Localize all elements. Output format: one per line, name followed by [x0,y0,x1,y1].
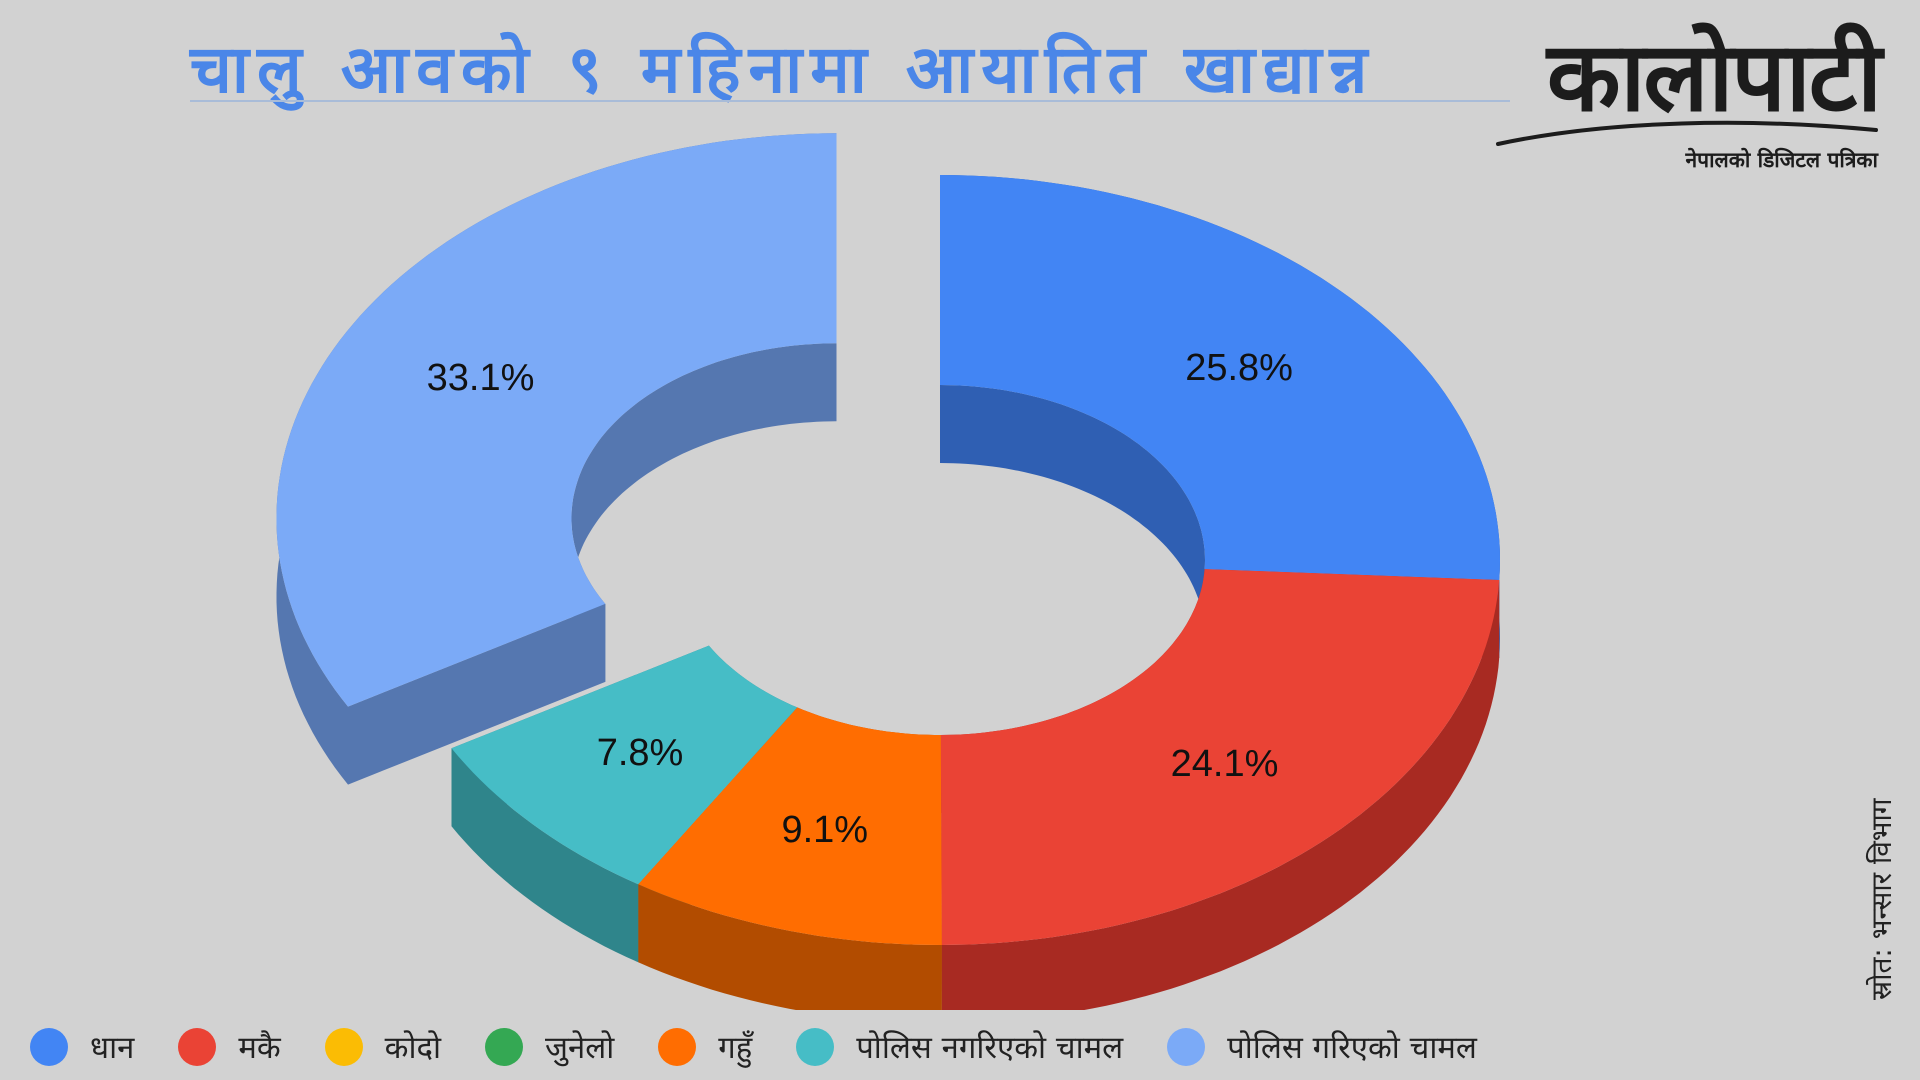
logo-swoosh-icon [1496,120,1878,146]
slice-मकै [940,569,1500,945]
legend-swatch-icon [178,1028,217,1066]
legend-label: जुनेलो [545,1030,615,1066]
donut-chart: 25.8% 24.1% 9.1% 7.8% 33.1% [276,133,1500,1010]
source-note: स्रोत: भन्सार विभाग [1865,798,1898,1000]
legend-label: धान [90,1030,135,1066]
legend-swatch-icon [485,1028,523,1066]
slice-outer-wall-गहुँ [638,884,942,1010]
legend-label: कोदो [384,1030,441,1066]
slice-inner-wall-धान [940,385,1205,648]
legend-label: पोलिस नगरिएको चामल [856,1030,1124,1066]
slice-outer-wall-पोलिस-नगरिएको-चामल [451,748,639,963]
legend-label: गहुँ [718,1030,753,1066]
legend-item-पोलिस-नगरिएको-चामल[interactable]: पोलिस नगरिएको चामल [796,1026,1123,1068]
data-label-पोलिस-नगरिएको-चामल: 7.8% [597,732,684,774]
slice-गहुँ [638,707,942,945]
data-label-धान: 25.8% [1185,347,1293,389]
slice-inner-wall-पोलिस-गरिएको-चामल [571,343,837,682]
legend-swatch-icon [658,1028,697,1066]
chart-title: चालु आवको ९ महिनामा आयातित खाद्यान्न [190,31,1376,108]
slice-पोलिस-नगरिएको-चामल [451,645,798,885]
legend-label: पोलिस गरिएको चामल [1227,1030,1477,1066]
legend-swatch-icon [324,1028,363,1066]
chart-data-labels: 25.8% 24.1% 9.1% 7.8% 33.1% [427,347,1293,851]
legend-item-कोदो[interactable]: कोदो [324,1026,441,1068]
brand-logo: कालोपाटी नेपालको डिजिटल पत्रिका [1490,8,1890,178]
legend-item-मकै[interactable]: मकै [178,1026,281,1068]
data-label-मकै: 24.1% [1171,743,1279,785]
legend-swatch-icon [30,1028,68,1066]
data-label-पोलिस-गरिएको-चामल: 33.1% [427,357,535,399]
title-underline [190,100,1510,102]
legend-item-गहुँ[interactable]: गहुँ [658,1026,752,1068]
legend-label: मकै [238,1030,281,1066]
legend-item-धान[interactable]: धान [30,1026,134,1068]
legend-item-जुनेलो[interactable]: जुनेलो [485,1026,614,1068]
slice-धान [940,175,1500,580]
logo-wordmark: कालोपाटी [1546,20,1882,133]
chart-slices [276,133,1500,1010]
logo-tagline: नेपालको डिजिटल पत्रिका [1685,148,1879,172]
slice-पोलिस-गरिएको-चामल [276,133,837,707]
slice-end-face-पोलिस-गरिएको-चामल-0 [348,603,606,785]
chart-legend: धान मकै कोदो जुनेलो गहुँ पोलिस नगरिएको चामल पो… [30,1022,1521,1072]
slice-outer-wall-मकै [941,580,1500,1010]
legend-item-पोलिस-गरिएको-चामल[interactable]: पोलिस गरिएको चामल [1167,1026,1477,1068]
legend-swatch-icon [796,1028,835,1066]
data-label-गहुँ: 9.1% [781,809,868,851]
legend-swatch-icon [1167,1028,1206,1066]
